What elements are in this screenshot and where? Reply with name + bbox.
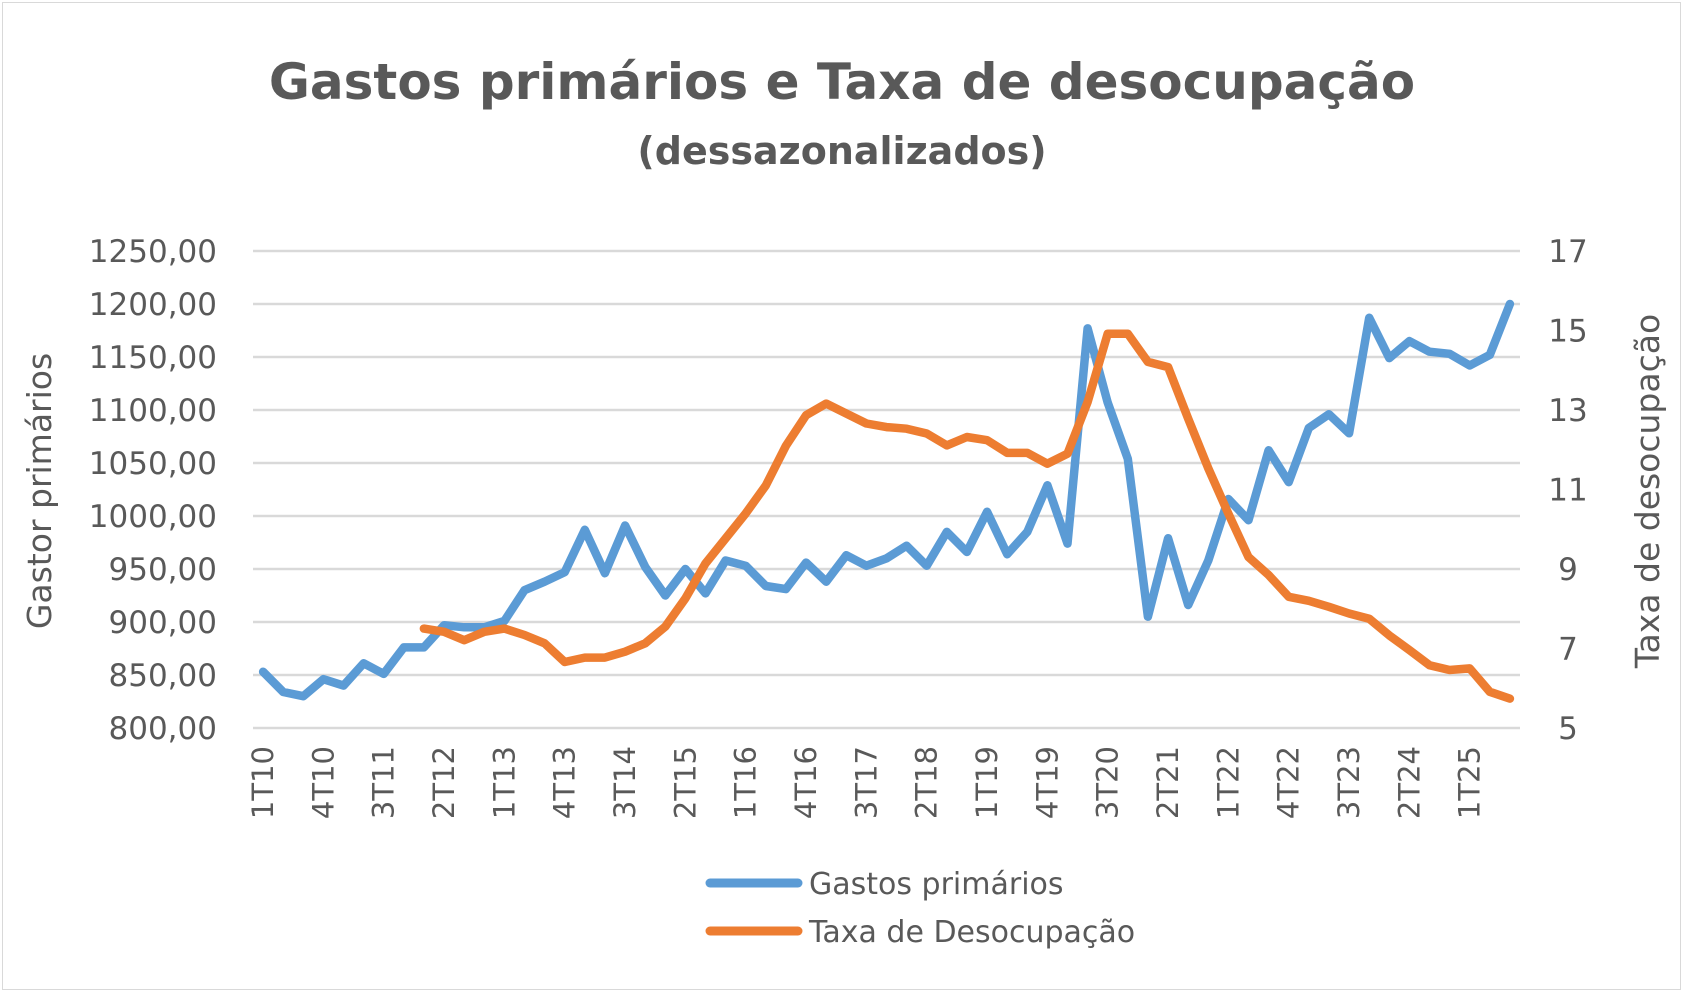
x-tick-label: 1T25 [1453,746,1487,819]
x-tick-label: 4T16 [789,746,823,819]
y-tick-label: 1200,00 [89,287,217,323]
x-tick-label: 2T24 [1392,746,1426,819]
x-tick-label: 3T17 [849,746,883,819]
y-axis-title: Gastor primários [20,353,59,629]
y2-tick-label: 15 [1548,314,1587,350]
x-tick-label: 4T13 [548,746,582,819]
y-tick-label: 1250,00 [89,234,217,270]
chart-subtitle: (dessazonalizados) [637,129,1046,173]
y2-axis-title: Taxa de desocupação [1628,314,1667,669]
y2-tick-label: 11 [1548,473,1587,509]
x-tick-label: 4T19 [1030,746,1064,819]
y-tick-label: 1050,00 [89,446,217,482]
y-tick-label: 1100,00 [89,393,217,429]
x-tick-label: 1T22 [1211,746,1245,819]
x-tick-label: 1T10 [246,746,280,819]
x-tick-label: 2T21 [1151,746,1185,819]
x-tick-label: 2T12 [427,746,461,819]
x-tick-label: 1T13 [487,746,521,819]
y2-tick-label: 7 [1558,632,1578,668]
legend-label-desocupacao: Taxa de Desocupação [808,915,1135,950]
y2-tick-label: 13 [1548,393,1587,429]
x-tick-label: 3T14 [608,746,642,819]
legend: Gastos primários Taxa de Desocupação [710,867,1135,950]
y-tick-label: 950,00 [109,552,217,588]
gridlines [253,251,1520,728]
x-tick-label: 4T22 [1272,746,1306,819]
y2-tick-label: 9 [1558,552,1578,588]
y2-tick-label: 5 [1558,711,1578,747]
x-tick-label: 3T20 [1091,746,1125,819]
y2-axis-ticks: 5 7 9 11 13 15 17 [1548,234,1587,747]
chart-title: Gastos primários e Taxa de desocupação [269,53,1415,111]
x-tick-label: 2T15 [668,746,702,819]
y-tick-label: 1150,00 [89,340,217,376]
legend-item-desocupacao[interactable]: Taxa de Desocupação [710,915,1135,950]
series-lines [263,304,1510,699]
x-tick-label: 1T19 [970,746,1004,819]
y-tick-label: 800,00 [109,711,217,747]
y2-tick-label: 17 [1548,234,1587,270]
x-tick-label: 2T18 [910,746,944,819]
y-axis-ticks: 800,00 850,00 900,00 950,00 1000,00 1050,00 11… [89,234,217,747]
x-axis-ticks: 1T10 4T10 3T11 2T12 1T13 4T13 3T14 2T15 1T16 4T16… [246,746,1487,819]
y-tick-label: 850,00 [109,658,217,694]
x-tick-label: 3T23 [1332,746,1366,819]
legend-item-gastos[interactable]: Gastos primários [710,867,1064,902]
x-tick-label: 4T10 [306,746,340,819]
legend-label-gastos: Gastos primários [809,867,1064,902]
x-tick-label: 1T16 [729,746,763,819]
y-tick-label: 900,00 [109,605,217,641]
y-tick-label: 1000,00 [89,499,217,535]
x-tick-label: 3T11 [367,746,401,819]
line-chart: Gastos primários e Taxa de desocupação (… [3,3,1680,989]
